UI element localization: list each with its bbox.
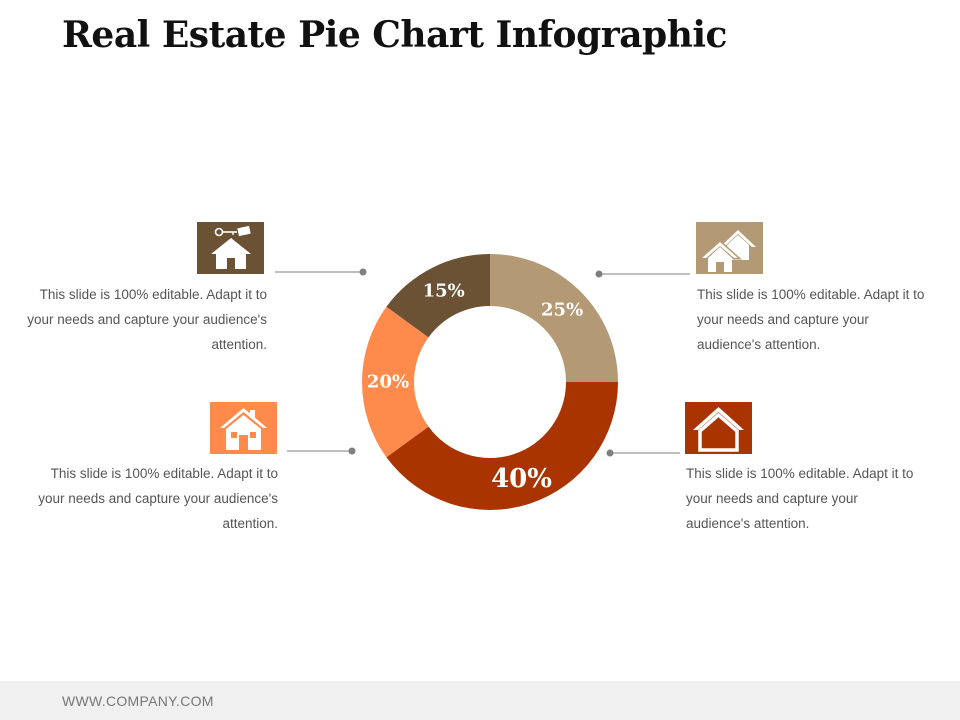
donut-slice-20 [362, 306, 429, 458]
donut-slice-25 [490, 254, 618, 382]
connector-dot-bottom-left [348, 447, 356, 455]
connector-dot-bottom-right [606, 449, 614, 457]
footer-url: WWW.COMPANY.COM [62, 693, 214, 709]
donut-slice-40 [386, 382, 618, 510]
two-houses-icon [696, 222, 763, 274]
donut-chart: 25% 40% 20% 15% [275, 254, 690, 510]
footer-bar: WWW.COMPANY.COM [0, 681, 960, 720]
connector-lines [275, 268, 690, 457]
description-bottom-right: This slide is 100% editable. Adapt it to… [686, 466, 914, 531]
donut-slice-15 [386, 254, 490, 338]
slice-label-25: 25% [541, 299, 583, 320]
connector-dot-top-right [595, 270, 603, 278]
house-key-icon [197, 222, 264, 274]
slice-label-20: 20% [367, 372, 409, 393]
description-bottom-left: This slide is 100% editable. Adapt it to… [38, 466, 278, 531]
connector-dot-top-left [359, 268, 367, 276]
house-outline-icon [685, 402, 752, 454]
slice-label-40: 40% [491, 464, 552, 494]
description-top-right: This slide is 100% editable. Adapt it to… [697, 287, 925, 352]
page-title: Real Estate Pie Chart Infographic [62, 14, 727, 56]
house-icon [210, 402, 277, 454]
slice-label-15: 15% [423, 281, 465, 302]
description-top-left: This slide is 100% editable. Adapt it to… [27, 287, 267, 352]
